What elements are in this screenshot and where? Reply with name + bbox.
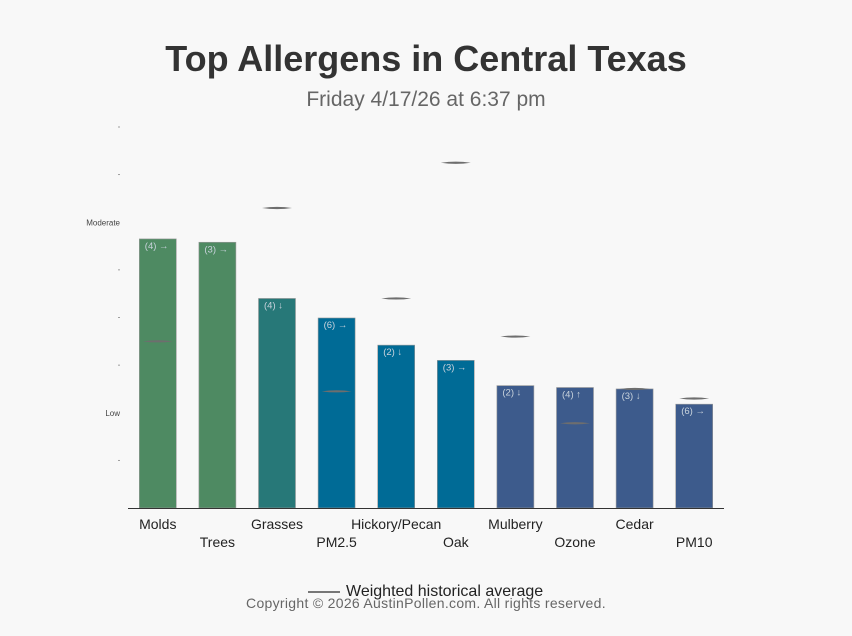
historical-average-marker [142,340,173,343]
bar-pm2-5 [317,317,356,509]
bar-annotation: (6) → [681,406,705,417]
bar-mulberry [496,385,535,509]
historical-average-marker [560,422,590,425]
bar-annotation: (4) → [145,241,169,252]
chart-title: Top Allergens in Central Texas [165,38,687,79]
x-tick-label: Ozone [554,534,595,550]
bar-cedar [615,388,654,509]
bar-annotation: (3) → [204,244,228,255]
bar-trees [198,241,237,509]
y-tick-label: Low [105,409,120,418]
bar-grasses [258,298,296,509]
historical-average-marker [679,397,710,400]
bar-hickory-pecan [377,344,416,509]
legend-line-marker [308,590,340,593]
x-tick-label: PM10 [676,534,713,550]
bar-annotation: (2) ↓ [502,388,521,399]
legend-label: Weighted historical average [346,583,544,600]
x-tick-label: Trees [200,534,235,550]
bar-annotation: (4) ↓ [264,300,283,311]
historical-average-marker [440,161,471,164]
copyright-notice: Copyright © 2026 AustinPollen.com. All r… [246,595,606,611]
historical-average-marker [619,387,650,391]
x-tick-label: Grasses [251,516,303,532]
bar-pm10 [675,403,714,509]
bar-ozone [556,387,594,509]
y-tick-label: Moderate [86,218,120,227]
historical-average-marker [500,335,531,338]
x-tick-label: Oak [443,534,470,550]
x-tick-label: Hickory/Pecan [351,516,441,532]
bar-annotation: (6) → [324,320,348,331]
historical-average-marker [321,390,352,393]
chart-subtitle: Friday 4/17/26 at 6:37 pm [306,88,546,111]
x-tick-label: PM2.5 [316,534,357,550]
x-tick-label: Cedar [616,516,654,532]
historical-average-marker [381,297,412,300]
x-tick-label: Mulberry [488,516,542,532]
bar-molds [139,238,177,509]
chart-legend: Weighted historical average [308,583,543,601]
x-tick-label: Molds [139,516,176,532]
historical-average-marker [262,206,292,210]
bar-annotation: (2) ↓ [383,347,402,358]
bar-annotation: (3) ↓ [622,391,641,402]
bar-annotation: (3) → [443,362,467,373]
bar-oak [436,360,475,509]
bar-annotation: (4) ↑ [562,390,581,401]
